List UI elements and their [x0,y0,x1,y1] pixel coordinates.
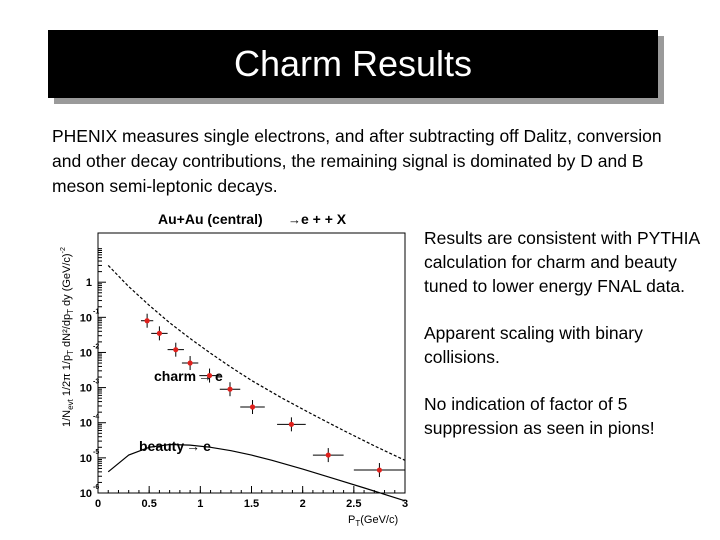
y-tick-label: 10 [80,488,92,500]
y-tick-label: 10 [80,453,92,465]
y-tick-exponent: -5 [93,449,99,456]
title-box: Charm Results [48,30,658,98]
y-tick-exponent: -6 [93,484,99,491]
plot-title-rest: e + + X [301,211,347,227]
x-tick-label: 0.5 [142,498,157,510]
data-point [187,360,193,366]
data-point [156,330,162,336]
y-tick-label: 10 [80,383,92,395]
beauty-curve [107,443,406,502]
y-tick-label: 10 [80,347,92,359]
x-tick-label: 3 [402,498,408,510]
electron-spectrum-plot: Au+Au (central) → e + + X 1/Nevt 1/2π 1/… [60,211,408,528]
y-tick-label: 10 [80,418,92,430]
x-axis-label: PT(GeV/c) [348,514,398,528]
x-tick-label: 1.5 [244,498,259,510]
plot-frame [97,232,406,494]
y-tick-exponent: -3 [93,379,99,386]
bullet-suppression: No indication of factor of 5 suppression… [424,394,655,438]
data-point [288,421,295,427]
y-tick-exponent: -4 [93,414,99,421]
slide-title: Charm Results [233,43,473,84]
bullet-consistency: Results are consistent with PYTHIA calcu… [424,228,700,296]
data-point [227,386,233,392]
data-point [173,347,179,353]
data-point [325,452,331,458]
plot-title-arrow: → [288,212,301,227]
x-tick-label: 2 [300,498,306,510]
plot-title-main: Au+Au (central) [158,211,263,227]
y-tick-exponent: -2 [93,343,99,350]
x-tick-label: 1 [197,498,203,510]
data-point [376,467,383,473]
bullet-scaling: Apparent scaling with binary collisions. [424,323,643,367]
y-tick-label: 10 [80,312,92,324]
data-point [206,372,213,379]
x-tick-label: 0 [95,498,101,510]
svg-text:1/Nevt 1/2π 1/pT dN²/dpT dy (G: 1/Nevt 1/2π 1/pT dN²/dpT dy (GeV/c)-2 [60,247,75,427]
charm-label: charm → e [154,368,223,384]
y-tick-label: 1 [86,277,92,289]
x-tick-label: 2.5 [346,498,361,510]
y-tick-exponent: -1 [93,308,99,315]
charm-curve [107,265,406,461]
beauty-label: beauty → e [139,438,211,454]
data-point [144,318,150,324]
y-axis-label: 1/Nevt 1/2π 1/pT dN²/dpT dy (GeV/c)-2 [60,247,75,427]
data-point [249,404,256,410]
bullet-list: Results are consistent with PYTHIA calcu… [424,226,714,463]
intro-paragraph: PHENIX measures single electrons, and af… [52,126,662,196]
